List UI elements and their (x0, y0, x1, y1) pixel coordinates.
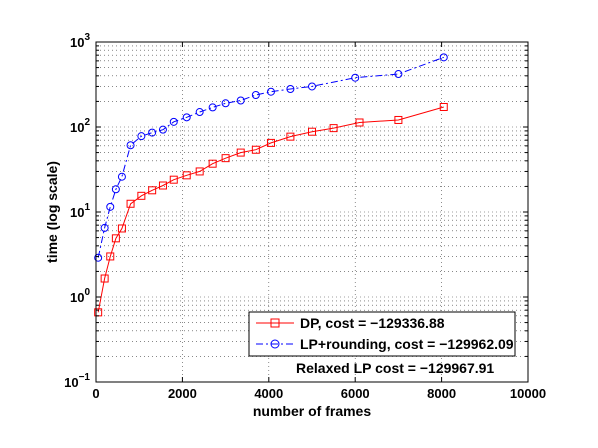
data-point-square (266, 138, 275, 147)
data-point-square (182, 171, 191, 180)
data-point-circle (148, 128, 157, 137)
data-point-circle (100, 223, 109, 232)
data-point-square (286, 132, 295, 141)
data-point-square (329, 124, 338, 133)
y-tick-label: 101 (70, 202, 90, 220)
legend-label-dp: DP, cost = −129336.88 (300, 315, 445, 331)
data-point-circle (117, 172, 126, 181)
y-tick-label: 10−1 (64, 372, 90, 390)
series-line-1 (97, 56, 444, 258)
legend-marker-lp (270, 339, 280, 349)
y-tick-label-exponent: 1 (84, 202, 90, 213)
data-point-square (169, 175, 178, 184)
data-point-square (158, 181, 167, 190)
x-tick-label: 6000 (341, 386, 370, 401)
y-axis-label: time (log scale) (44, 161, 60, 263)
data-point-square (208, 159, 217, 168)
data-point-square (221, 154, 230, 163)
data-point-square (394, 115, 403, 124)
data-point-square (148, 186, 157, 195)
y-tick-label-exponent: −1 (79, 372, 91, 383)
data-point-circle (221, 99, 230, 108)
data-point-square (355, 118, 364, 127)
data-point-circle (286, 84, 295, 93)
data-point-circle (236, 96, 245, 105)
y-tick-label: 102 (70, 117, 90, 135)
relaxed-lp-annotation: Relaxed LP cost = −129967.91 (296, 360, 494, 376)
y-tick-label-base: 10 (70, 205, 84, 220)
legend-label-lp: LP+rounding, cost = −129962.09 (300, 336, 514, 352)
y-tick-label-base: 10 (64, 375, 78, 390)
legend-box (248, 311, 516, 357)
data-point-circle (266, 87, 275, 96)
series (94, 53, 448, 317)
data-point-circle (208, 103, 217, 112)
data-point-square (137, 191, 146, 200)
y-tick-label-base: 10 (70, 120, 84, 135)
data-point-square (126, 199, 135, 208)
y-tick-label: 100 (70, 287, 90, 305)
data-point-circle (137, 132, 146, 141)
x-tick-label: 8000 (427, 386, 456, 401)
y-tick-label-exponent: 3 (84, 32, 90, 43)
x-tick-label: 2000 (168, 386, 197, 401)
y-tick-label: 103 (70, 32, 90, 50)
data-point-square (100, 274, 109, 283)
data-point-circle (94, 253, 103, 262)
data-point-square (106, 252, 115, 261)
y-tick-label-exponent: 2 (84, 117, 90, 128)
data-point-circle (106, 202, 115, 211)
data-point-square (111, 234, 120, 243)
data-point-square (195, 167, 204, 176)
data-point-square (439, 102, 448, 111)
data-point-square (308, 127, 316, 136)
data-point-square (236, 148, 245, 157)
x-tick-label: 0 (92, 386, 99, 401)
data-point-circle (111, 185, 120, 194)
data-point-circle (195, 108, 204, 117)
x-tick-label: 10000 (510, 386, 546, 401)
y-tick-label-base: 10 (70, 290, 84, 305)
axis-ticks (95, 42, 529, 383)
data-point-circle (308, 82, 316, 91)
series-line-0 (97, 106, 444, 313)
data-point-square (117, 224, 126, 233)
data-point-circle (394, 70, 403, 79)
x-tick-label: 4000 (254, 386, 283, 401)
legend-marker-dp (270, 318, 280, 328)
x-axis-label: number of frames (253, 403, 371, 419)
y-tick-label-exponent: 0 (84, 287, 90, 298)
y-tick-label-base: 10 (70, 35, 84, 50)
data-point-circle (182, 113, 191, 122)
data-point-circle (251, 90, 260, 99)
data-point-circle (351, 73, 360, 82)
legend: DP, cost = −129336.88 LP+rounding, cost … (248, 311, 516, 357)
data-point-circle (439, 53, 448, 62)
data-point-circle (126, 141, 135, 150)
data-point-square (251, 145, 260, 154)
data-point-circle (158, 125, 167, 134)
data-point-circle (169, 117, 178, 126)
